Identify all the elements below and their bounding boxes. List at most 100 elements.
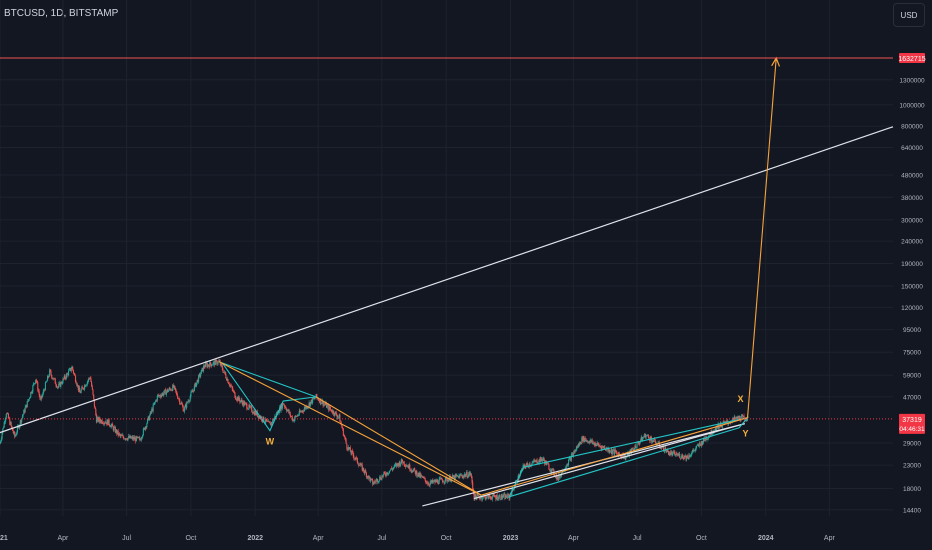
candle: [336, 413, 338, 419]
candle: [720, 421, 722, 428]
candle-body: [179, 399, 181, 404]
candle-body: [4, 421, 6, 423]
candle: [219, 358, 221, 362]
candle-body: [217, 361, 219, 364]
candle: [426, 480, 428, 486]
candle-body: [55, 383, 57, 386]
candle-body: [743, 415, 745, 419]
candle-body: [603, 447, 605, 449]
candle-body: [116, 429, 118, 434]
candle-body: [113, 427, 115, 431]
candle-body: [456, 475, 458, 476]
candle-body: [167, 389, 169, 392]
candle: [695, 446, 697, 452]
candle: [207, 362, 209, 369]
candle: [335, 411, 337, 415]
candle-body: [719, 426, 721, 429]
candle-body: [219, 360, 221, 362]
candle-body: [485, 497, 487, 500]
candle-body: [87, 380, 89, 382]
candle: [591, 438, 593, 443]
candle: [390, 468, 392, 471]
candle: [591, 438, 593, 445]
candle-body: [76, 384, 78, 386]
candle-body: [521, 468, 523, 472]
candle: [557, 475, 559, 482]
candle-body: [194, 382, 196, 386]
candle: [240, 400, 242, 404]
candle-body: [551, 468, 553, 473]
candle-body: [703, 437, 705, 441]
candle: [490, 495, 492, 501]
currency-button[interactable]: USD: [893, 3, 925, 27]
candle: [667, 447, 669, 452]
candle-body: [434, 480, 436, 483]
candle-body: [280, 404, 282, 411]
candle-body: [278, 412, 280, 414]
candle: [46, 379, 48, 383]
candle: [174, 385, 176, 390]
candle: [90, 376, 92, 383]
candle: [690, 453, 692, 458]
candle: [393, 464, 395, 469]
candle: [33, 383, 35, 386]
candle-body: [311, 399, 313, 404]
candle-body: [151, 409, 153, 412]
candle: [203, 363, 205, 369]
candle: [440, 477, 442, 480]
candle: [149, 413, 151, 421]
candle-body: [153, 402, 156, 405]
price-tag: [899, 53, 925, 64]
candle-body: [107, 419, 109, 425]
candle-body: [47, 376, 49, 381]
candle: [253, 409, 256, 416]
candle: [104, 421, 106, 425]
candle: [701, 440, 703, 447]
candle: [360, 462, 362, 467]
candle-body: [329, 406, 331, 409]
candle: [674, 454, 677, 457]
candle: [53, 377, 56, 380]
candle: [139, 436, 141, 442]
y-tick-label: 1000000: [899, 102, 925, 109]
candle: [608, 447, 610, 454]
candle: [102, 421, 105, 426]
candle-body: [586, 440, 588, 442]
candle: [142, 434, 144, 439]
candle: [112, 425, 114, 432]
price-tag-countdown: 04:46:31: [899, 426, 925, 433]
candle-body: [284, 405, 286, 407]
candle-body: [726, 420, 728, 423]
candle-body: [557, 475, 559, 480]
candle-body: [561, 472, 563, 474]
candle-body: [358, 465, 360, 466]
candle: [610, 447, 612, 455]
candle-body: [213, 361, 215, 363]
candle: [686, 454, 688, 459]
candle-body: [573, 452, 575, 454]
candle-body: [455, 474, 457, 476]
candle: [162, 392, 164, 397]
candle-body: [112, 426, 114, 431]
candle-body: [334, 411, 336, 416]
candle: [134, 435, 136, 440]
candle-body: [548, 464, 550, 470]
candle: [423, 476, 425, 479]
candle-body: [319, 400, 321, 403]
candle-body: [261, 420, 263, 422]
candle-body: [500, 499, 502, 500]
candle-body: [388, 470, 391, 474]
candle-body: [470, 473, 472, 475]
candle-body: [590, 439, 592, 443]
candle: [580, 442, 582, 445]
candle: [100, 419, 102, 425]
candle-body: [647, 434, 649, 438]
candle-body: [505, 495, 507, 499]
candle: [579, 441, 581, 445]
candle: [616, 452, 619, 455]
candle-body: [347, 447, 349, 451]
candle: [249, 403, 251, 409]
candle-body: [415, 471, 417, 475]
candle: [84, 383, 86, 392]
